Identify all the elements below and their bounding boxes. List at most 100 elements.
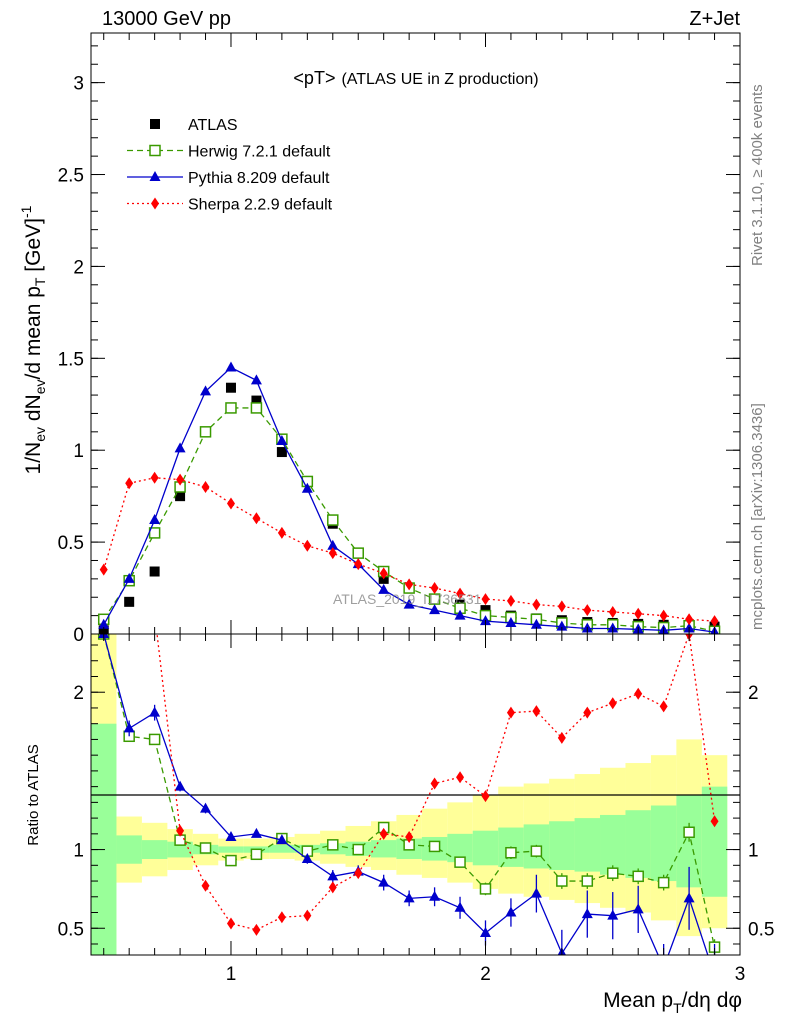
y-tick-label: 3 (73, 74, 84, 95)
pythia-ratio-point-24 (709, 969, 720, 979)
pythia-ratio-point-11 (378, 876, 390, 887)
x-axis-label: Mean pT/dη dφ (603, 989, 742, 1016)
sherpa-main-point-3 (176, 473, 185, 486)
sherpa-main-point-12 (405, 578, 414, 591)
ratio-y-tick-label-left: 2 (73, 683, 84, 704)
sherpa-main-point-17 (532, 598, 541, 611)
sherpa-main-point-23 (685, 613, 694, 626)
herwig-main-point-6 (250, 402, 263, 414)
band-inner-11 (370, 840, 397, 858)
ratio-y-tick-label-left: 0.5 (58, 919, 84, 940)
sherpa-ratio-point-6 (252, 923, 261, 936)
legend-label-sherpa: Sherpa 2.2.9 default (188, 197, 333, 214)
ratio-series-layer (97, 634, 721, 979)
herwig-main-point-4 (199, 426, 212, 438)
sherpa-main-point-1 (125, 477, 134, 490)
band-inner-0 (91, 723, 117, 955)
pythia-main-point-7 (276, 435, 288, 446)
atlas-main-point-1 (124, 596, 135, 607)
sherpa-ratio-point-22 (659, 700, 668, 713)
sherpa-ratio-point-14 (456, 771, 465, 784)
sherpa-main-point-22 (659, 609, 668, 622)
herwig-ratio-point-16 (505, 846, 517, 859)
sherpa-main-point-9 (328, 547, 337, 560)
rivet-label: Rivet 3.1.10, ≥ 400k events (749, 84, 766, 266)
ratio-frame (90, 633, 741, 956)
pythia-ratio-point-8 (301, 853, 313, 864)
herwig-ratio-point-20 (606, 867, 619, 879)
legend-marker-pythia (149, 171, 161, 181)
pythia-ratio-point-19 (581, 908, 593, 919)
sherpa-main-point-4 (201, 480, 210, 493)
pythia-ratio-point-9 (327, 870, 339, 881)
sherpa-main-point-2 (150, 471, 159, 484)
herwig-main-point-13 (428, 593, 441, 605)
main-series-layer (97, 361, 721, 634)
ratio-y-tick-label-right: 1 (748, 841, 759, 862)
band-inner-19 (574, 818, 601, 872)
sherpa-main-point-21 (634, 607, 643, 620)
ratio-y-tick-label-right: 2 (748, 683, 759, 704)
atlas-main-point-6 (251, 395, 262, 406)
herwig-ratio-point-5 (225, 854, 237, 867)
pythia-ratio-point-23 (683, 892, 695, 903)
sherpa-main-point-5 (226, 497, 235, 510)
sherpa-ratio-point-5 (226, 917, 235, 930)
main-panel: 0 0.5 1 1.5 2 2.5 3 <pT> (ATLAS UE in Z product… (18, 32, 741, 646)
sherpa-main-point-14 (456, 587, 465, 600)
main-y-axis-label: 1/Nev dNev/d mean pT [GeV]-1 (18, 205, 48, 474)
x-tick-label: 3 (735, 964, 746, 985)
legend-item-atlas: ATLAS (150, 117, 238, 134)
herwig-ratio-point-10 (352, 843, 364, 856)
herwig-ratio-point-2 (148, 733, 161, 746)
herwig-main-point-10 (352, 547, 364, 559)
herwig-ratio-point-23 (683, 826, 695, 839)
pythia-ratio-point-5 (225, 830, 237, 841)
sherpa-ratio-point-7 (277, 911, 286, 924)
band-inner-22 (650, 805, 677, 882)
pythia-main-point-13 (429, 604, 441, 615)
legend-marker-herwig (149, 144, 161, 157)
herwig-ratio-point-13 (428, 840, 441, 853)
y-tick-label: 2 (73, 257, 84, 278)
legend-item-pythia: Pythia 8.209 default (127, 170, 330, 187)
legend-marker-sherpa (151, 197, 159, 210)
pythia-ratio-point-21 (632, 903, 644, 914)
ratio-y-tick-label-left: 1 (73, 841, 84, 862)
ratio-ticks (91, 634, 741, 955)
sherpa-main-point-11 (379, 567, 388, 580)
pythia-main-point-9 (327, 539, 339, 550)
pythia-ratio-point-7 (276, 834, 288, 845)
atlas-main-point-7 (276, 447, 287, 458)
pythia-ratio-point-6 (250, 827, 262, 838)
sherpa-main-point-24 (710, 615, 719, 628)
pythia-main-point-17 (530, 618, 542, 629)
sherpa-main-point-19 (583, 604, 592, 617)
pythia-main-point-1 (123, 572, 135, 583)
band-inner-3 (167, 841, 193, 858)
pythia-ratio-point-3 (174, 780, 186, 791)
band-inner-15 (472, 830, 499, 866)
sherpa-ratio-point-3 (176, 824, 185, 837)
x-tick-label: 2 (480, 964, 491, 985)
pythia-main-point-6 (250, 374, 262, 385)
sherpa-ratio-point-12 (405, 830, 414, 843)
sherpa-main-point-13 (430, 582, 439, 595)
sherpa-main-point-6 (252, 512, 261, 525)
ratio-y-tick-label-right: 0.5 (748, 919, 774, 940)
pythia-main-point-3 (174, 442, 186, 453)
legend-marker-atlas (150, 119, 160, 129)
atlas-main-point-5 (225, 382, 236, 393)
pythia-main-point-18 (556, 620, 568, 631)
pythia-ratio-point-17 (530, 887, 542, 898)
pythia-ratio-point-16 (505, 906, 517, 917)
pythia-main-point-2 (149, 514, 161, 525)
herwig-ratio-point-19 (581, 875, 594, 887)
herwig-ratio-point-17 (530, 845, 543, 857)
ratio-panel: 0.5 0.5 1 1 2 2 1 2 3 Ratio to ATLAS Mean pT/dη … (25, 633, 774, 1016)
sherpa-main-point-20 (608, 605, 617, 618)
plot-title-sub: (ATLAS UE in Z production) (341, 71, 538, 88)
legend-item-sherpa: Sherpa 2.2.9 default (127, 197, 333, 214)
sherpa-ratio-point-20 (608, 697, 617, 710)
main-tick-labels: 0 0.5 1 1.5 2 2.5 3 (58, 74, 84, 646)
